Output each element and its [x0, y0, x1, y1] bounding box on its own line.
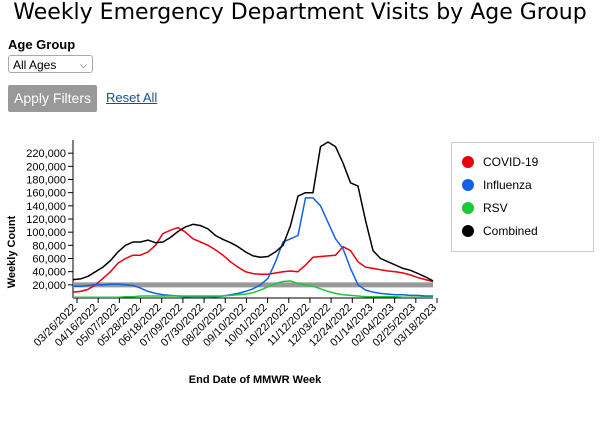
y-tick-label: 60,000 — [32, 254, 66, 266]
series-line-covid-19 — [72, 226, 434, 293]
legend: COVID-19 Influenza RSV Combined — [451, 142, 594, 252]
y-tick-label: 200,000 — [26, 161, 66, 173]
x-axis: 03/26/202204/16/202205/07/202205/28/2022… — [32, 297, 439, 349]
legend-label: Combined — [483, 224, 538, 238]
age-group-label: Age Group — [8, 37, 76, 52]
age-group-selected-value: All Ages — [13, 58, 57, 72]
y-tick-label: 20,000 — [32, 280, 66, 292]
legend-label: Influenza — [483, 178, 532, 192]
y-axis-label: Weekly Count — [6, 215, 18, 288]
reset-all-link[interactable]: Reset All — [106, 90, 158, 105]
y-tick-label: 140,000 — [26, 201, 66, 213]
series-line-combined — [72, 141, 434, 282]
y-tick-label: 180,000 — [26, 175, 66, 187]
legend-label: COVID-19 — [483, 155, 539, 169]
y-tick-label: 40,000 — [32, 267, 66, 279]
legend-swatch-icon — [462, 179, 474, 191]
series-lines — [72, 141, 434, 299]
legend-label: RSV — [483, 201, 508, 215]
y-tick-label: 100,000 — [26, 227, 66, 239]
legend-swatch-icon — [462, 156, 474, 168]
legend-swatch-icon — [462, 225, 474, 237]
y-tick-label: 220,000 — [26, 148, 66, 160]
y-tick-label: 160,000 — [26, 188, 66, 200]
apply-filters-button[interactable]: Apply Filters — [8, 85, 97, 112]
series-line-rsv — [73, 280, 433, 299]
y-tick-label: 80,000 — [32, 240, 66, 252]
age-group-select[interactable]: All Ages ⌵ — [8, 55, 93, 73]
x-axis-label: End Date of MMWR Week — [189, 374, 322, 386]
chevron-down-icon: ⌵ — [80, 60, 87, 70]
legend-swatch-icon — [462, 202, 474, 214]
series-line-influenza — [73, 197, 433, 299]
page-title: Weekly Emergency Department Visits by Ag… — [13, 0, 587, 25]
y-tick-label: 120,000 — [26, 214, 66, 226]
